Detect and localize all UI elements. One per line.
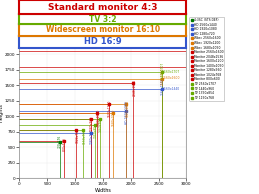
Legend: 4:3SC (STS DEF), HD 2560x1440, HD 1920x1080, HD 1280x720, Wbsc 2560x1600, Wbsc 1: 4:3SC (STS DEF), HD 2560x1440, HD 1920x1… (189, 17, 225, 101)
Text: 1350x854: 1350x854 (94, 123, 98, 138)
Text: 1150x768: 1150x768 (83, 129, 87, 144)
Y-axis label: Heights: Heights (0, 104, 3, 122)
Text: 2560x1600: 2560x1600 (161, 68, 165, 85)
Text: 2560x1600: 2560x1600 (163, 76, 180, 80)
Text: 1400x1050: 1400x1050 (97, 109, 100, 126)
Text: 1920x1200: 1920x1200 (125, 100, 130, 117)
Text: Widescreen monitor 16:10: Widescreen monitor 16:10 (46, 25, 160, 35)
Text: 2560x1707: 2560x1707 (161, 62, 165, 79)
Text: HD 1920x1080: HD 1920x1080 (125, 101, 130, 124)
Text: 2048x1536: 2048x1536 (133, 79, 137, 96)
Text: HD 16:9: HD 16:9 (84, 37, 122, 47)
Text: 1680x1050: 1680x1050 (112, 109, 116, 126)
Text: 1600x1200: 1600x1200 (108, 100, 112, 117)
Text: 1024x768: 1024x768 (76, 128, 80, 143)
Text: 3200x1800: 3200x1800 (198, 65, 215, 68)
Text: 1440x960: 1440x960 (99, 116, 103, 132)
Text: 720x576: 720x576 (58, 134, 62, 148)
Text: 2560x1440: 2560x1440 (161, 78, 165, 95)
Text: Standard monitor 4:3: Standard monitor 4:3 (48, 3, 158, 11)
Text: 2560x1707: 2560x1707 (163, 70, 180, 74)
Text: TV 3:2: TV 3:2 (89, 15, 117, 23)
Text: 1280x720: 1280x720 (90, 129, 94, 144)
Text: 3200x2048: 3200x2048 (198, 49, 215, 53)
Text: 2560x1440: 2560x1440 (163, 87, 180, 91)
Text: 800x600: 800x600 (63, 138, 67, 151)
X-axis label: Widths: Widths (95, 188, 111, 193)
Text: 1280x960: 1280x960 (90, 116, 94, 131)
